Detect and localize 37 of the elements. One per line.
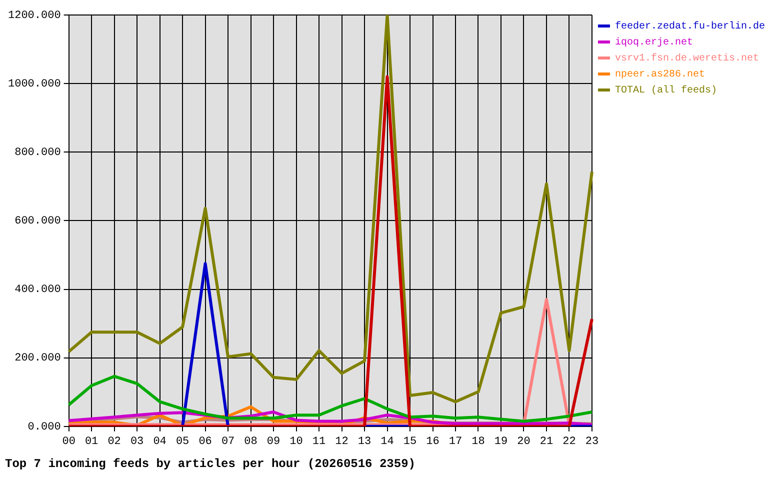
x-tick-label: 17	[448, 436, 462, 448]
x-tick-label: 06	[198, 436, 212, 448]
x-tick-label: 15	[403, 436, 417, 448]
y-tick-label: 200.000	[14, 352, 61, 365]
x-tick-label: 01	[84, 436, 99, 448]
y-tick-label: 600.000	[14, 216, 61, 228]
x-tick-label: 23	[585, 436, 599, 448]
y-tick-label: 400.000	[14, 284, 61, 296]
legend-label: npeer.as286.net	[614, 70, 705, 81]
x-tick-label: 22	[562, 436, 576, 448]
x-tick-label: 05	[176, 436, 190, 448]
legend-label: iqoq.erje.net	[614, 36, 693, 49]
x-tick-label: 08	[244, 436, 258, 448]
x-tick-label: 14	[380, 436, 394, 448]
y-tick-label: 1200.000	[8, 10, 61, 22]
x-tick-label: 04	[153, 436, 167, 448]
x-tick-label: 16	[426, 436, 440, 448]
y-tick-label: 0.000	[28, 421, 61, 434]
x-tick-label: 12	[335, 436, 348, 448]
text: Top 7 incoming feeds by articles per hour (20260516 2359)	[5, 456, 416, 471]
x-tick-label: 02	[108, 436, 121, 448]
y-tick-label: 800.000	[14, 147, 61, 160]
y-tick-label: 1000.000	[8, 78, 61, 90]
x-tick-label: 09	[266, 436, 280, 448]
x-tick-label: 20	[517, 436, 530, 448]
x-tick-label: 07	[221, 436, 235, 448]
legend-label: TOTAL (all feeds)	[614, 84, 718, 97]
legend-label: feeder.zedat.fu-berlin.de	[614, 20, 766, 33]
x-tick-label: 00	[62, 436, 76, 448]
x-tick-label: 11	[312, 436, 326, 448]
x-tick-label: 13	[358, 436, 372, 448]
x-tick-label: 18	[472, 436, 485, 448]
x-tick-label: 19	[494, 436, 508, 448]
x-tick-label: 21	[540, 436, 554, 448]
legend-label: vsrv1.fsn.de.weretis.net	[614, 52, 760, 65]
x-tick-label: 10	[290, 436, 303, 448]
x-tick-label: 03	[130, 436, 144, 448]
